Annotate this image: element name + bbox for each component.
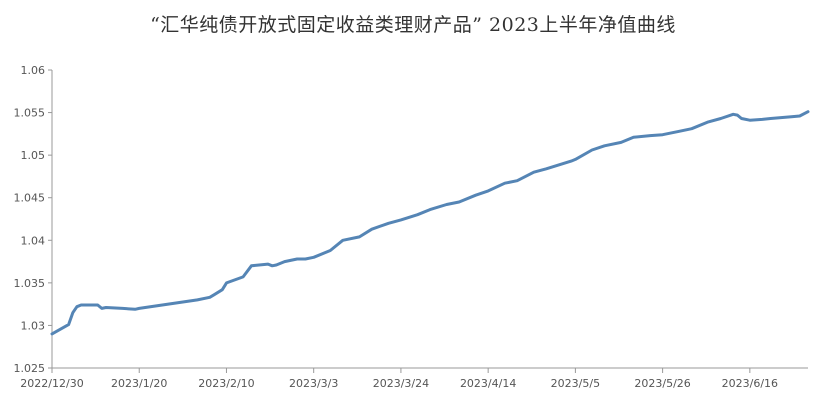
x-tick-label: 2023/5/5 bbox=[551, 377, 600, 390]
x-ticks: 2022/12/30 2023/1/20 2023/2/10 2023/3/3 2023… bbox=[20, 368, 778, 390]
x-tick-label: 2023/3/3 bbox=[289, 377, 338, 390]
y-ticks: 1.025 1.03 1.035 1.04 1.045 1.05 1.055 1.06 bbox=[14, 64, 52, 375]
x-tick-label: 2022/12/30 bbox=[20, 377, 83, 390]
series-line bbox=[50, 110, 810, 336]
y-tick-label: 1.025 bbox=[14, 362, 46, 375]
y-tick-label: 1.035 bbox=[14, 277, 46, 290]
chart-title: “汇华纯债开放式固定收益类理财产品” 2023上半年净值曲线 bbox=[150, 14, 676, 36]
y-tick-label: 1.045 bbox=[14, 192, 46, 205]
y-tick-label: 1.04 bbox=[21, 234, 46, 247]
x-tick-label: 2023/3/24 bbox=[373, 377, 429, 390]
y-tick-label: 1.03 bbox=[21, 319, 46, 332]
x-tick-label: 2023/5/26 bbox=[634, 377, 690, 390]
x-tick-label: 2023/4/14 bbox=[460, 377, 516, 390]
y-tick-label: 1.055 bbox=[14, 107, 46, 120]
y-tick-label: 1.06 bbox=[21, 64, 46, 77]
x-tick-label: 2023/6/16 bbox=[722, 377, 778, 390]
x-tick-label: 2023/2/10 bbox=[198, 377, 254, 390]
y-tick-label: 1.05 bbox=[21, 149, 46, 162]
x-tick-label: 2023/1/20 bbox=[111, 377, 167, 390]
